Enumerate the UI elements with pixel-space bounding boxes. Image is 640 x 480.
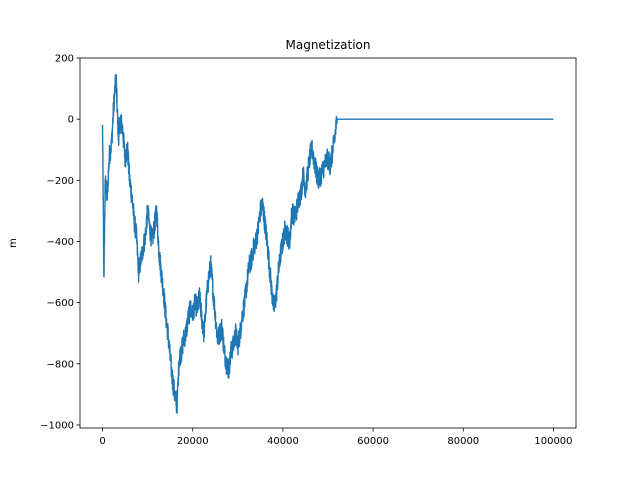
y-tick-label: −1000 [40, 420, 74, 431]
axes-frame [79, 57, 577, 429]
x-tick-label: 40000 [267, 436, 299, 447]
y-tick-label: 0 [68, 115, 74, 126]
x-tick-label: 100000 [534, 436, 572, 447]
y-tick-label: −600 [47, 298, 74, 309]
plot-area [101, 74, 554, 414]
y-tick-label: 200 [55, 54, 74, 65]
series-line [101, 74, 554, 414]
x-axis: 0 20000 40000 60000 80000 100000 [99, 428, 573, 447]
x-tick-label: 0 [99, 436, 105, 447]
x-tick-label: 60000 [357, 436, 389, 447]
y-axis: 200 0 −200 −400 −600 −800 −1000 [40, 54, 80, 431]
y-tick-label: −200 [47, 176, 74, 187]
y-tick-label: −800 [47, 359, 74, 370]
y-axis-label: m [8, 238, 19, 248]
y-tick-label: −400 [47, 237, 74, 248]
x-tick-label: 80000 [447, 436, 479, 447]
chart-title: Magnetization [286, 38, 371, 52]
x-tick-label: 20000 [177, 436, 209, 447]
